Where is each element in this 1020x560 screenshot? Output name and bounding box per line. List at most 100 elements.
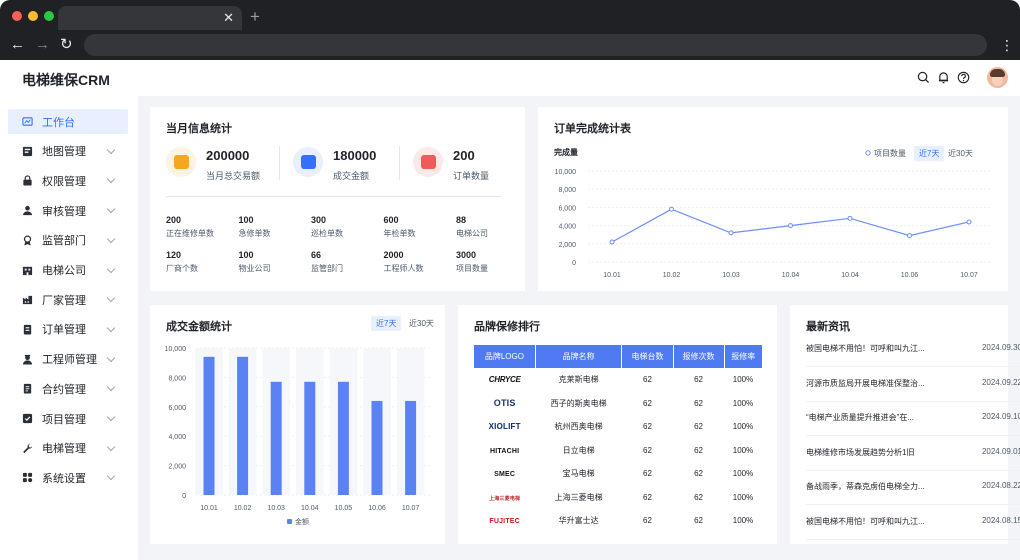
brand-count-cell: 62: [643, 469, 652, 479]
chevron-down-icon[interactable]: [106, 412, 116, 422]
browser-menu-icon[interactable]: ⋮: [1000, 37, 1014, 53]
table-row[interactable]: OTIS 西子的斯奥电梯 62 62 100%: [474, 392, 762, 416]
news-title[interactable]: 被国电梯不用怕！可呼和叫九江...: [806, 516, 925, 526]
news-item[interactable]: 备战雨季，蒂森克虏伯电梯全力... 2024.08.22: [806, 473, 1020, 505]
sidebar-item[interactable]: 订单管理: [8, 317, 128, 342]
x-tick-label: 10.04: [301, 505, 319, 512]
address-bar[interactable]: [84, 34, 987, 56]
news-title[interactable]: 被国电梯不用怕！可呼和叫九江...: [806, 344, 925, 353]
chevron-down-icon[interactable]: [106, 145, 116, 154]
new-tab-icon[interactable]: +: [250, 7, 260, 26]
chevron-down-icon[interactable]: [106, 293, 116, 303]
minimize-window-dot[interactable]: [28, 11, 38, 21]
stat-value: 180000: [333, 148, 377, 163]
news-title[interactable]: 电梯维修市场发展趋势分析1旧: [806, 447, 915, 457]
chevron-down-icon[interactable]: [106, 204, 116, 214]
bar[interactable]: [203, 356, 215, 495]
close-window-dot[interactable]: [12, 11, 22, 21]
sidebar-item[interactable]: 地图管理: [8, 139, 128, 164]
avatar-hair: [990, 69, 1005, 77]
back-icon[interactable]: ←: [10, 36, 25, 53]
x-tick-label: 10.03: [267, 505, 285, 512]
bar[interactable]: [304, 381, 316, 495]
sidebar-item[interactable]: 厂家管理: [8, 287, 128, 312]
data-point[interactable]: [788, 223, 793, 229]
help-icon[interactable]: [957, 71, 970, 84]
brand-logo: HITACHI: [490, 447, 520, 455]
news-item[interactable]: “电梯产业质量提升推进会”在... 2024.09.10: [806, 404, 1020, 436]
table-row[interactable]: HITACHI 日立电梯 62 62 100%: [474, 439, 762, 463]
brand-repairs-cell: 62: [694, 422, 703, 432]
forward-icon[interactable]: →: [35, 36, 50, 53]
brand-logo-cell: 上海三菱电梯: [474, 486, 535, 510]
brand-count-cell: 62: [643, 398, 652, 408]
wrench-icon: [22, 443, 33, 454]
stat-icon-glyph: [174, 155, 189, 169]
avatar[interactable]: [987, 67, 1008, 88]
user-check-icon: [22, 205, 33, 216]
sidebar-item[interactable]: 工作台: [8, 109, 128, 134]
data-point[interactable]: [966, 219, 972, 225]
sidebar-item[interactable]: 监管部门: [8, 228, 128, 253]
maximize-window-dot[interactable]: [44, 11, 54, 21]
data-point[interactable]: [609, 239, 615, 245]
bar[interactable]: [270, 381, 282, 495]
reload-icon[interactable]: ↻: [60, 36, 73, 53]
chevron-down-icon[interactable]: [106, 323, 116, 333]
chevron-down-icon[interactable]: [106, 383, 116, 392]
chevron-down-icon[interactable]: [106, 472, 116, 481]
project-icon: [22, 413, 33, 424]
data-point[interactable]: [669, 206, 674, 212]
table-row[interactable]: FUJITEC 华升富士达 62 62 100%: [474, 509, 762, 533]
table-row[interactable]: SMEC 宝马电梯 62 62 100%: [474, 462, 762, 486]
x-tick-label: 10.02: [234, 505, 252, 512]
brand-repairs-cell: 62: [694, 375, 703, 385]
orders-toggle-30days[interactable]: 近30天: [948, 149, 973, 158]
brand-logo: 上海三菱电梯: [489, 495, 521, 502]
orders-toggle-7days[interactable]: 近7天: [914, 146, 945, 161]
table-row[interactable]: XIOLIFT 杭州西奥电梯 62 62 100%: [474, 415, 762, 439]
chevron-down-icon[interactable]: [106, 442, 116, 451]
news-item[interactable]: 河源市质监局开展电梯准保整治... 2024.09.22: [806, 370, 1020, 402]
deal-toggle-7days[interactable]: 近7天: [371, 316, 402, 331]
bar[interactable]: [405, 400, 417, 495]
bar[interactable]: [337, 381, 349, 495]
news-item[interactable]: 被国电梯不用怕！可呼和叫九江... 2024.09.30: [806, 335, 1020, 367]
news-title[interactable]: 河源市质监局开展电梯准保整治...: [806, 378, 925, 388]
data-point[interactable]: [847, 215, 853, 221]
sidebar-item[interactable]: 权限管理: [8, 168, 128, 193]
bar[interactable]: [237, 356, 249, 495]
chevron-down-icon[interactable]: [106, 175, 116, 184]
table-row[interactable]: CHRYCE 克莱斯电梯 62 62 100%: [474, 368, 762, 392]
sidebar-item[interactable]: 合约管理: [8, 376, 128, 401]
bar[interactable]: [371, 400, 383, 495]
sidebar-item[interactable]: 电梯管理: [8, 436, 128, 461]
table-row[interactable]: 上海三菱电梯 上海三菱电梯 62 62 100%: [474, 486, 762, 510]
browser-tab[interactable]: ✕: [58, 6, 242, 30]
y-tick-label: 4,000: [168, 434, 186, 441]
news-item[interactable]: 电梯维修市场发展趋势分析1旧 2024.09.01: [806, 439, 1020, 471]
data-point[interactable]: [728, 230, 734, 236]
deal-toggle-30days[interactable]: 近30天: [409, 319, 434, 328]
bell-icon[interactable]: [937, 71, 950, 84]
sidebar-item[interactable]: 系统设置: [8, 465, 128, 490]
y-tick-label: 8,000: [558, 187, 576, 194]
sidebar-item-label: 系统设置: [42, 472, 86, 485]
sidebar-item[interactable]: 电梯公司: [8, 258, 128, 283]
data-point[interactable]: [907, 233, 912, 239]
chevron-down-icon[interactable]: [106, 234, 116, 244]
sidebar-item[interactable]: 项目管理: [8, 406, 128, 431]
sidebar-item[interactable]: 审核管理: [8, 198, 128, 223]
sidebar-item-label: 工作台: [42, 116, 75, 129]
sidebar-item[interactable]: 工程师管理: [8, 347, 128, 372]
news-item[interactable]: 被国电梯不用怕！可呼和叫九江... 2024.08.15: [806, 508, 1020, 540]
news-title[interactable]: “电梯产业质量提升推进会”在...: [806, 413, 914, 422]
search-icon[interactable]: [917, 71, 930, 84]
news-title[interactable]: 备战雨季，蒂森克虏伯电梯全力...: [806, 482, 925, 491]
chevron-down-icon[interactable]: [106, 353, 116, 362]
chevron-down-icon[interactable]: [106, 264, 116, 273]
card-title: 成交金额统计: [166, 321, 232, 333]
tab-close-icon[interactable]: ✕: [223, 10, 234, 25]
mini-stat-label: 急修单数: [238, 229, 271, 238]
mini-stat-value: 200: [166, 215, 182, 225]
